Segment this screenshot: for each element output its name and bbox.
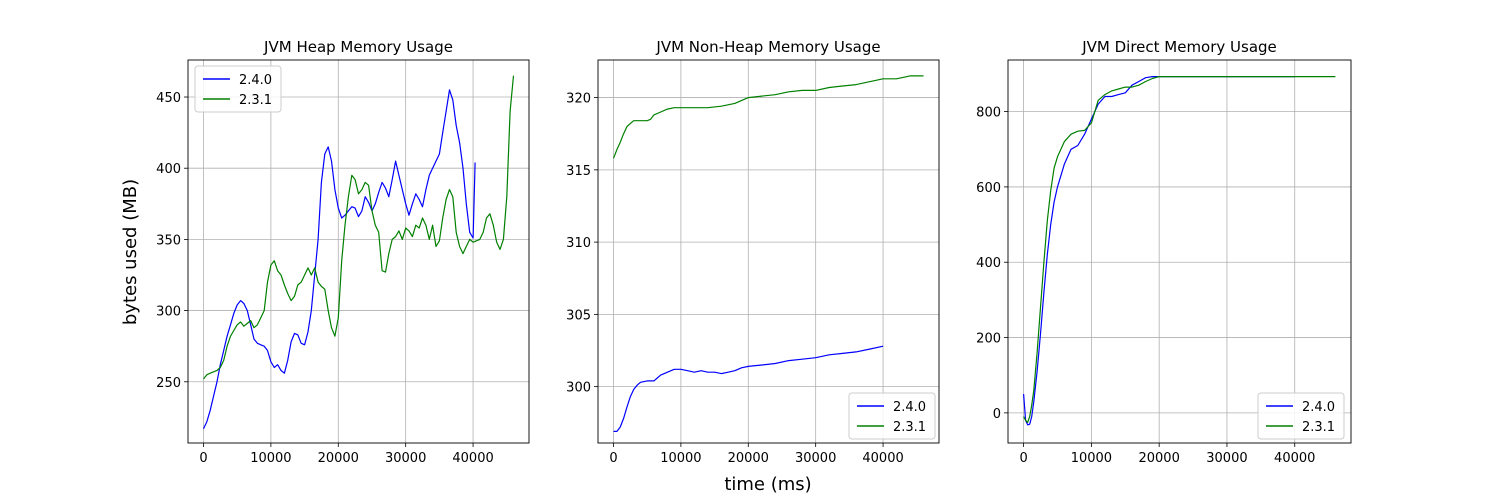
y-tick-label: 305 bbox=[566, 308, 591, 323]
series-line-2.4.0 bbox=[613, 345, 884, 432]
x-tick-label: 10000 bbox=[250, 451, 291, 466]
legend: 2.4.0 2.3.1 bbox=[1257, 392, 1345, 440]
legend-box bbox=[1257, 392, 1345, 440]
x-tick-label: 0 bbox=[199, 451, 207, 466]
plot-frame bbox=[1007, 59, 1352, 444]
chart-title: JVM Non-Heap Memory Usage bbox=[655, 38, 880, 56]
legend-box bbox=[848, 392, 936, 440]
y-tick-label: 310 bbox=[566, 236, 591, 251]
x-tick-label: 20000 bbox=[318, 451, 359, 466]
y-axis-label: bytes used (MB) bbox=[120, 179, 141, 325]
x-axis-label: time (ms) bbox=[724, 474, 811, 495]
y-tick-label: 600 bbox=[976, 181, 1001, 196]
x-tick-label: 0 bbox=[1019, 451, 1027, 466]
legend-label: 2.4.0 bbox=[1302, 400, 1335, 415]
x-tick-label: 30000 bbox=[795, 451, 836, 466]
y-tick-label: 250 bbox=[156, 376, 181, 391]
y-tick-label: 0 bbox=[993, 407, 1001, 422]
chart-3: 0 10000 20000 30000 40000 0 200 400 600 800 JVM Di… bbox=[976, 38, 1352, 466]
x-tick-label: 40000 bbox=[452, 451, 493, 466]
chart-title: JVM Direct Memory Usage bbox=[1081, 38, 1277, 56]
chart-1: 0 10000 20000 30000 40000 250 300 350 400 450 JVM … bbox=[156, 38, 530, 466]
legend-label: 2.3.1 bbox=[893, 420, 926, 435]
x-tick-label: 40000 bbox=[862, 451, 903, 466]
legend-label: 2.4.0 bbox=[239, 73, 272, 88]
y-tick-label: 315 bbox=[566, 164, 591, 179]
x-tick-label: 30000 bbox=[1206, 451, 1247, 466]
series-line-2.3.1 bbox=[1023, 76, 1336, 423]
plot-frame bbox=[187, 59, 530, 444]
y-tick-label: 320 bbox=[566, 92, 591, 107]
legend: 2.4.0 2.3.1 bbox=[194, 65, 282, 113]
x-tick-label: 0 bbox=[609, 451, 617, 466]
x-tick-label: 20000 bbox=[1138, 451, 1179, 466]
legend-label: 2.3.1 bbox=[1302, 420, 1335, 435]
series-line-2.3.1 bbox=[203, 75, 515, 380]
y-tick-label: 400 bbox=[976, 256, 1001, 271]
y-tick-label: 200 bbox=[976, 332, 1001, 347]
x-tick-label: 20000 bbox=[728, 451, 769, 466]
chart-title: JVM Heap Memory Usage bbox=[263, 38, 453, 56]
legend: 2.4.0 2.3.1 bbox=[848, 392, 936, 440]
x-tick-label: 10000 bbox=[1071, 451, 1112, 466]
y-tick-label: 350 bbox=[156, 233, 181, 248]
y-tick-label: 300 bbox=[156, 305, 181, 320]
series-line-2.4.0 bbox=[202, 89, 476, 430]
chart-2: 0 10000 20000 30000 40000 300 305 310 315 320 JVM … bbox=[566, 38, 940, 466]
x-tick-label: 40000 bbox=[1274, 451, 1315, 466]
y-tick-label: 400 bbox=[156, 162, 181, 177]
x-tick-label: 30000 bbox=[385, 451, 426, 466]
y-tick-label: 450 bbox=[156, 91, 181, 106]
y-tick-label: 800 bbox=[976, 106, 1001, 121]
y-tick-label: 300 bbox=[566, 381, 591, 396]
legend-label: 2.4.0 bbox=[893, 400, 926, 415]
x-tick-label: 10000 bbox=[660, 451, 701, 466]
legend-label: 2.3.1 bbox=[239, 93, 272, 108]
series-line-2.4.0 bbox=[1023, 76, 1295, 426]
series-line-2.3.1 bbox=[612, 75, 924, 159]
plot-frame bbox=[597, 59, 940, 444]
legend-box bbox=[194, 65, 282, 113]
